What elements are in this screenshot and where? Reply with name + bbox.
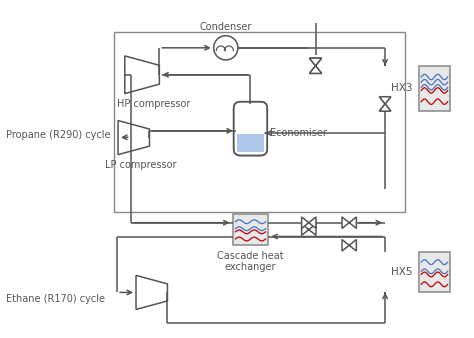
FancyBboxPatch shape	[233, 214, 268, 245]
FancyBboxPatch shape	[419, 66, 450, 111]
Polygon shape	[301, 224, 316, 235]
Text: HX5: HX5	[391, 267, 412, 277]
Polygon shape	[310, 58, 322, 73]
Text: Propane (R290) cycle: Propane (R290) cycle	[6, 130, 110, 140]
Text: Ethane (R170) cycle: Ethane (R170) cycle	[6, 294, 105, 304]
Text: Condenser: Condenser	[200, 22, 252, 32]
FancyBboxPatch shape	[237, 134, 264, 152]
Text: Economiser: Economiser	[271, 128, 328, 138]
Text: HP compressor: HP compressor	[117, 99, 191, 109]
Polygon shape	[379, 97, 391, 111]
Polygon shape	[342, 240, 356, 251]
FancyBboxPatch shape	[234, 102, 267, 155]
Polygon shape	[342, 217, 356, 228]
Polygon shape	[379, 97, 391, 111]
Polygon shape	[301, 217, 316, 228]
FancyBboxPatch shape	[419, 252, 450, 292]
Text: LP compressor: LP compressor	[105, 160, 176, 170]
Text: HX3: HX3	[391, 83, 412, 93]
Text: Cascade heat
exchanger: Cascade heat exchanger	[217, 251, 284, 272]
Polygon shape	[310, 58, 322, 73]
